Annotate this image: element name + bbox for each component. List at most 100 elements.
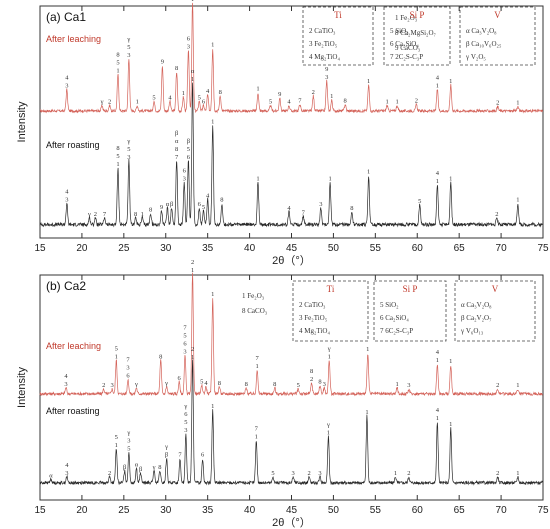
peak-label: 4 — [64, 373, 68, 380]
peak-label: 1 — [436, 82, 439, 89]
peak-label: 6 — [201, 452, 205, 459]
legend-group-title: Ti — [327, 284, 335, 294]
peak-label: 4 — [436, 349, 440, 356]
panel-label: (b) Ca2 — [46, 279, 86, 293]
x-axis-label: 2θ（°） — [272, 516, 311, 529]
x-tick-label: 65 — [454, 505, 466, 516]
peak-label: α — [49, 472, 53, 479]
peak-label: 8 — [134, 211, 137, 218]
peak-label: 2 — [108, 99, 111, 106]
peak-label: 8 — [273, 381, 276, 388]
peak-label: 6 — [184, 411, 188, 418]
peak-label: 2 — [94, 211, 97, 218]
peak-label: 1 — [516, 470, 519, 477]
legend-item: 6 Ca₂SiO₄ — [380, 314, 409, 322]
peak-label: 7 — [255, 425, 259, 432]
legend-box — [302, 6, 374, 66]
peak-label: γ — [164, 444, 168, 451]
peak-label: 2 — [102, 382, 105, 389]
x-tick-label: 45 — [286, 243, 298, 254]
legend-group-title: Si P — [410, 10, 425, 20]
legend-group-title: V — [494, 10, 501, 20]
peak-label: 9 — [160, 204, 163, 211]
peak-label: 5 — [200, 379, 203, 386]
peak-label: 3 — [65, 470, 68, 477]
peak-label: 8 — [318, 379, 321, 386]
peak-label: 5 — [418, 198, 421, 205]
peak-label: 1 — [436, 357, 439, 364]
peak-label: 8 — [159, 353, 162, 360]
legend-box — [373, 280, 447, 342]
panel-ca1: 15 20 25 30 35 40 45 50 55 60 65 70 752θ（°）Intensity… — [16, 0, 549, 267]
peak-label: 8 — [218, 380, 221, 387]
legend-item: 8 Ca₂MgSi₂O₇ — [395, 29, 437, 37]
peak-label: 2 — [496, 470, 499, 477]
legend-group-title: V — [492, 284, 499, 294]
peak-label: 1 — [328, 353, 331, 360]
x-tick-label: 15 — [34, 243, 46, 254]
peak-label: α — [166, 201, 170, 208]
peak-label: 1 — [182, 90, 185, 97]
peak-label: 1 — [449, 78, 452, 85]
panel-ca2: 15 20 25 30 35 40 45 50 55 60 65 70 752θ（°）Intensity… — [16, 259, 549, 529]
legend-item: β Ca₂V₂O₇ — [461, 314, 492, 322]
legend-item: 4 Mg₂TiO₄ — [309, 53, 340, 61]
x-tick-label: 35 — [202, 243, 214, 254]
peak-label: 3 — [127, 154, 130, 161]
peak-label: γ — [327, 345, 331, 352]
peak-label: 7 — [103, 211, 107, 218]
legend-item: 1 Fe₂O₃ — [242, 292, 265, 300]
peak-label: 3 — [127, 438, 130, 445]
legend-item: 7 6C₂S-C₃P — [380, 327, 413, 335]
peak-label: 8 — [158, 464, 161, 471]
peak-label: γ — [126, 430, 130, 437]
peak-label: 1 — [116, 161, 119, 168]
legend-item: 1 Fe₂O₃ — [395, 14, 418, 22]
peak-label: 5 — [198, 94, 201, 101]
x-tick-label: 70 — [496, 505, 508, 516]
peak-label: β — [165, 452, 169, 459]
peak-label: 3 — [183, 349, 186, 356]
peak-label: 2 — [191, 259, 194, 266]
peak-label: 4 — [65, 462, 69, 469]
peak-label: 1 — [449, 421, 452, 428]
peak-label: 1 — [396, 99, 399, 106]
peak-label: 3 — [184, 427, 187, 434]
peak-label: 5 — [127, 446, 130, 453]
series-line — [39, 359, 544, 486]
peak-label: 1 — [115, 442, 118, 449]
peak-label: β — [175, 130, 179, 137]
legend-item: α Ca₃V₂O₈ — [461, 301, 492, 309]
legend-item: 9 CaCO₃ — [395, 44, 421, 52]
peak-label: 3 — [127, 52, 130, 59]
y-axis-label: Intensity — [16, 101, 28, 142]
peak-label: 1 — [516, 382, 519, 389]
x-tick-label: 30 — [160, 505, 172, 516]
peak-label: γ — [152, 464, 156, 471]
peak-label: 5 — [297, 382, 300, 389]
legend-item: 3 Fe₂TiO₅ — [309, 40, 338, 48]
peak-label: 8 — [149, 207, 152, 214]
peak-label: 5 — [116, 153, 119, 160]
peak-label: 8 — [116, 51, 119, 58]
peak-label: β — [187, 138, 191, 145]
peak-label: 1 — [211, 291, 214, 298]
peak-label: 1 — [396, 381, 399, 388]
legend-item: 5 SiO₂ — [390, 27, 409, 35]
peak-label: 3 — [318, 470, 321, 477]
peak-label: 6 — [202, 99, 206, 106]
x-tick-label: 45 — [286, 505, 298, 516]
series-name: After roasting — [46, 140, 100, 150]
x-tick-label: 15 — [34, 505, 46, 516]
peak-label: 1 — [211, 403, 214, 410]
series-name: After leaching — [46, 341, 101, 351]
peak-label: β — [123, 464, 127, 471]
peak-label: 3 — [110, 382, 113, 389]
peak-label: 8 — [219, 89, 222, 96]
peak-label: 6 — [187, 154, 191, 161]
legend-item: 6 Ca₂SiO₄ — [390, 40, 419, 48]
peak-label: γ — [326, 422, 330, 429]
peak-label: 3 — [187, 44, 190, 51]
peak-label: 6 — [198, 201, 202, 208]
peak-label: 5 — [187, 146, 190, 153]
